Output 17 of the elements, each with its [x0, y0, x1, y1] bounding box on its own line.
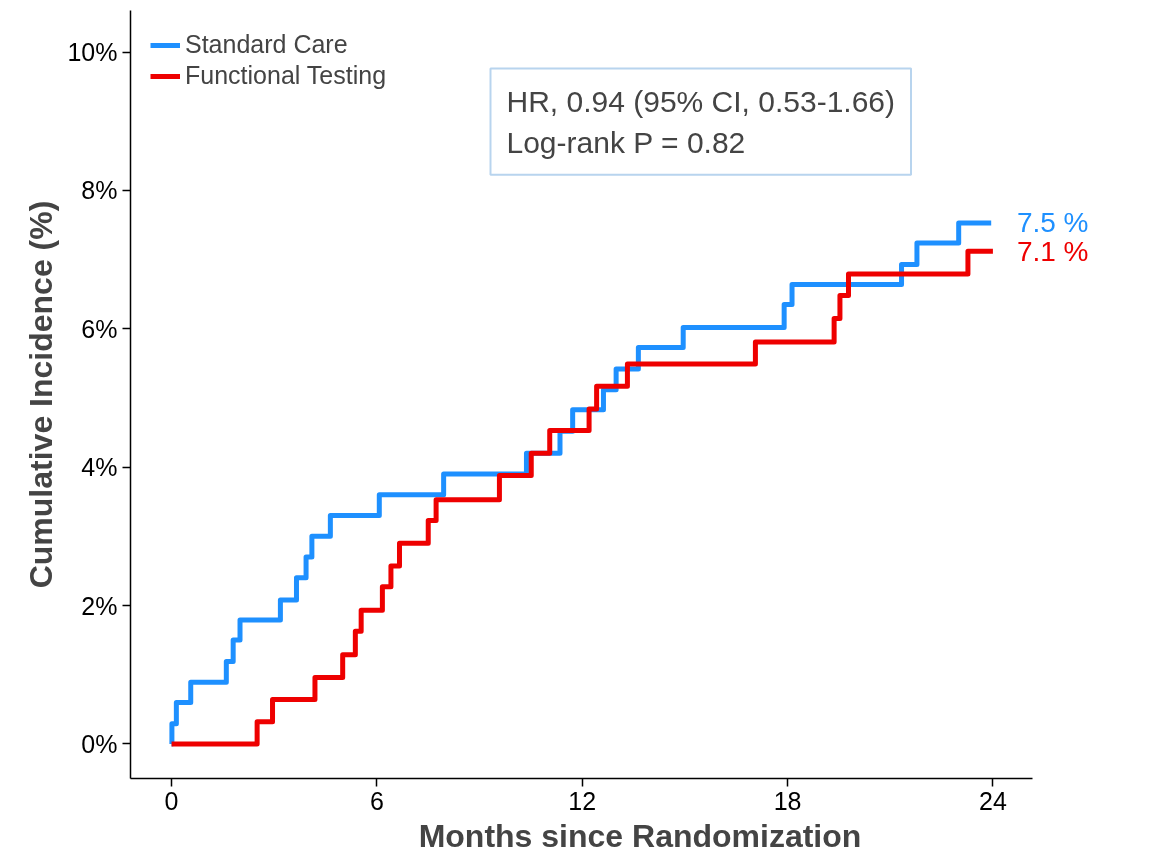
y-tick-label: 2% — [81, 591, 118, 620]
x-tick-label: 12 — [568, 786, 597, 815]
y-tick-label: 4% — [81, 453, 118, 482]
y-tick-label: 8% — [81, 176, 118, 205]
annotation: HR, 0.94 (95% CI, 0.53-1.66) — [506, 84, 896, 118]
x-tick-label: 6 — [369, 786, 384, 815]
legend-label: Standard Care — [185, 30, 348, 59]
annotation: Log-rank P = 0.82 — [506, 125, 746, 159]
x-tick-label: 0 — [164, 786, 179, 815]
y-tick-label: 6% — [81, 314, 118, 343]
x-tick-label: 18 — [773, 786, 802, 815]
x-axis-title: Months since Randomization — [418, 817, 862, 854]
y-tick-label: 0% — [81, 729, 118, 758]
y-axis-title: Cumulative Incidence (%) — [23, 200, 60, 589]
y-tick-label: 10% — [67, 38, 118, 67]
x-tick-label: 24 — [979, 786, 1007, 815]
legend-label: Functional Testing — [185, 61, 387, 90]
